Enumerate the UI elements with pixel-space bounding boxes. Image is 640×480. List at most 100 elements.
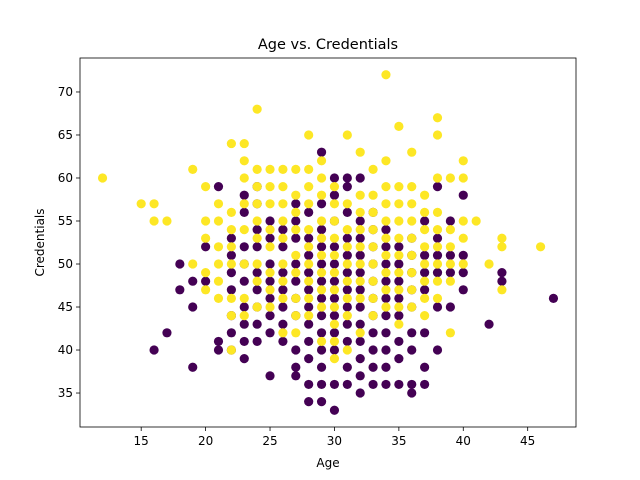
data-point <box>316 147 327 157</box>
data-point <box>355 190 365 200</box>
data-point <box>252 199 262 209</box>
data-point <box>316 268 327 278</box>
data-point <box>432 242 443 252</box>
data-point <box>239 190 249 200</box>
data-point <box>355 371 365 381</box>
data-point <box>316 285 327 295</box>
data-point <box>329 354 340 364</box>
data-point <box>420 242 430 252</box>
data-point <box>407 285 417 295</box>
data-point <box>368 345 378 355</box>
data-point <box>394 121 404 131</box>
data-point <box>239 156 249 166</box>
y-tick-label: 55 <box>58 214 73 228</box>
data-point <box>420 379 430 390</box>
data-point <box>291 311 301 321</box>
data-point <box>188 164 198 174</box>
data-point <box>458 259 468 269</box>
x-tick-label: 35 <box>391 434 406 448</box>
data-point <box>368 293 378 304</box>
data-point <box>252 302 262 312</box>
data-point <box>394 242 404 252</box>
data-point <box>201 216 211 226</box>
data-point <box>265 199 275 209</box>
data-point <box>407 379 417 390</box>
data-point <box>394 233 404 243</box>
y-tick-label: 40 <box>58 343 73 357</box>
y-tick-label: 35 <box>58 386 73 400</box>
data-point <box>548 293 559 304</box>
data-point <box>445 242 455 252</box>
data-point <box>381 302 391 312</box>
data-point <box>278 242 288 252</box>
data-point <box>497 268 507 278</box>
data-point <box>445 268 455 278</box>
data-point <box>342 293 352 304</box>
data-point <box>458 233 468 243</box>
data-point <box>304 233 314 243</box>
data-point <box>420 216 430 226</box>
data-point <box>355 259 365 269</box>
data-point <box>355 207 365 217</box>
data-point <box>329 345 340 355</box>
data-point <box>355 293 365 304</box>
data-point <box>432 293 443 304</box>
data-point <box>355 147 365 157</box>
data-point <box>316 225 327 235</box>
data-point <box>394 181 404 192</box>
data-point <box>355 285 365 295</box>
data-point <box>394 293 404 304</box>
data-point <box>445 173 455 183</box>
data-point <box>304 259 314 269</box>
data-point <box>304 242 314 252</box>
data-point <box>316 328 327 338</box>
data-point <box>458 173 468 183</box>
data-point <box>329 328 340 338</box>
data-point <box>420 268 430 278</box>
data-point <box>420 276 430 286</box>
data-point <box>342 130 352 140</box>
data-point <box>239 242 249 252</box>
data-point <box>381 311 391 321</box>
data-point <box>394 319 404 329</box>
data-point <box>432 173 443 183</box>
data-point <box>381 268 391 278</box>
data-point <box>304 379 314 390</box>
data-point <box>149 199 159 209</box>
data-point <box>239 276 249 286</box>
data-point <box>278 216 288 226</box>
data-point <box>381 216 391 226</box>
data-point <box>407 250 417 260</box>
data-point <box>213 181 224 192</box>
data-point <box>368 328 378 338</box>
data-point <box>432 302 443 312</box>
data-point <box>226 345 236 355</box>
data-point <box>162 216 172 226</box>
data-point <box>381 225 391 235</box>
data-point <box>278 285 288 295</box>
x-tick-label: 40 <box>456 434 471 448</box>
data-point <box>201 242 211 252</box>
data-point <box>394 250 404 260</box>
data-point <box>432 207 443 217</box>
data-point <box>445 302 455 312</box>
data-point <box>329 216 340 226</box>
data-point <box>213 199 224 209</box>
data-point <box>252 336 262 347</box>
data-point <box>213 216 224 226</box>
data-point <box>445 276 455 286</box>
data-point <box>329 233 340 243</box>
data-point <box>265 225 275 235</box>
data-point <box>304 164 314 174</box>
data-point <box>291 362 301 372</box>
data-point <box>420 190 430 200</box>
data-point <box>265 242 275 252</box>
data-point <box>355 328 365 338</box>
data-point <box>265 328 275 338</box>
data-point <box>226 242 236 252</box>
data-point <box>291 371 301 381</box>
data-point <box>304 302 314 312</box>
data-point <box>304 268 314 278</box>
data-point <box>420 225 430 235</box>
data-point <box>368 379 378 390</box>
